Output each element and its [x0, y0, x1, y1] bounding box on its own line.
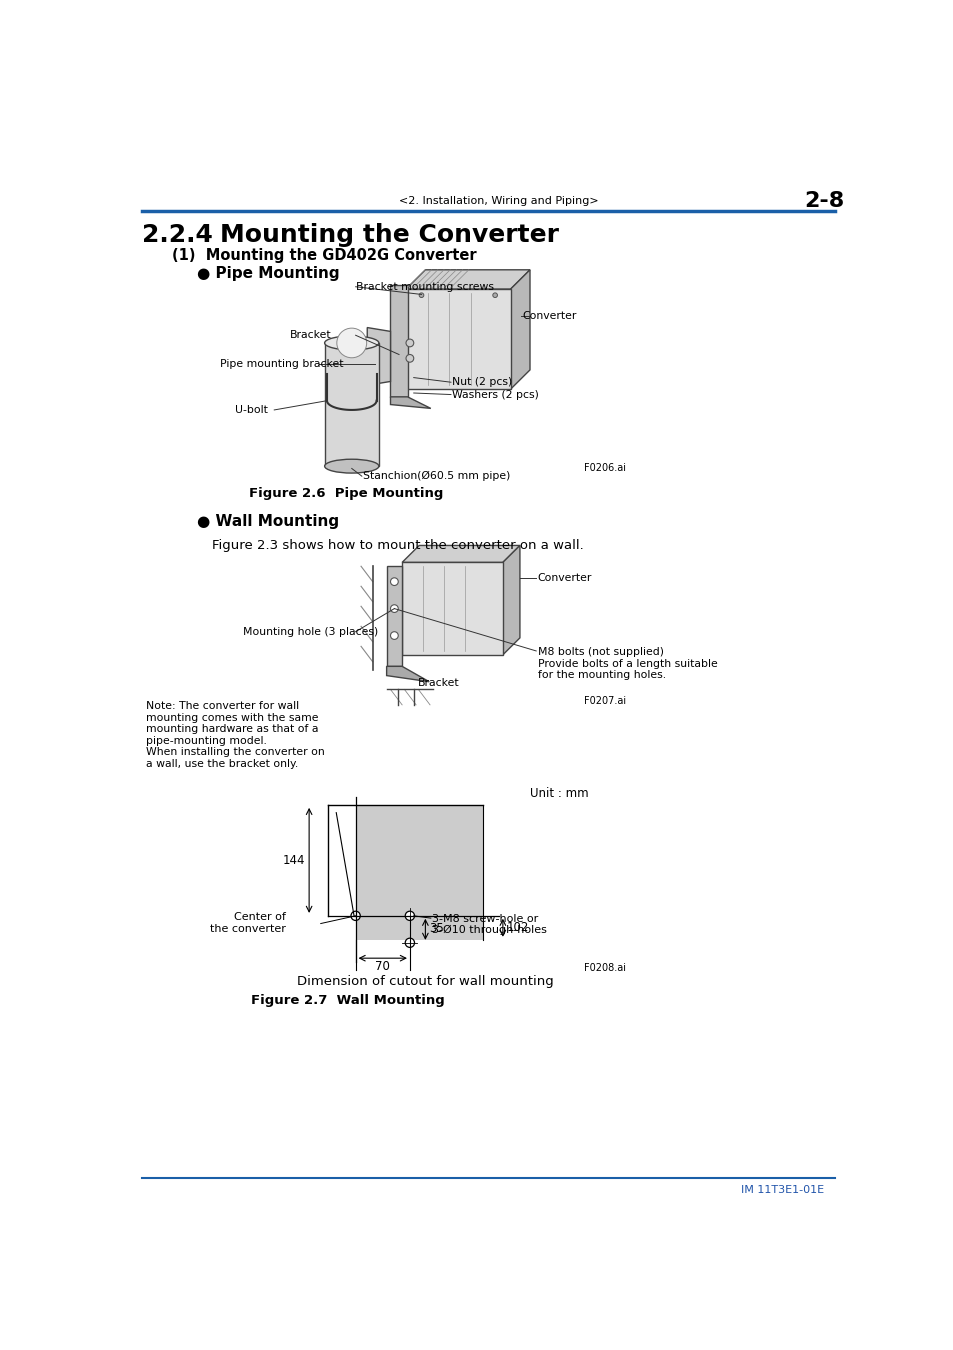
- Text: Unit : mm: Unit : mm: [530, 787, 588, 801]
- Circle shape: [418, 293, 423, 297]
- Text: Mounting hole (3 places): Mounting hole (3 places): [243, 626, 378, 637]
- Circle shape: [336, 328, 366, 358]
- Text: Stanchion(Ø60.5 mm pipe): Stanchion(Ø60.5 mm pipe): [363, 471, 510, 481]
- Text: Bracket mounting screws: Bracket mounting screws: [355, 282, 493, 292]
- Bar: [355, 805, 483, 940]
- Text: 70: 70: [375, 960, 390, 973]
- Bar: [406, 289, 510, 389]
- Text: IM 11T3E1-01E: IM 11T3E1-01E: [740, 1185, 823, 1195]
- Text: M8 bolts (not supplied)
Provide bolts of a length suitable
for the mounting hole: M8 bolts (not supplied) Provide bolts of…: [537, 647, 717, 680]
- Bar: [386, 566, 402, 667]
- Circle shape: [406, 339, 414, 347]
- Circle shape: [390, 605, 397, 613]
- Ellipse shape: [324, 459, 378, 472]
- Text: Converter: Converter: [521, 310, 576, 321]
- Text: ● Pipe Mounting: ● Pipe Mounting: [196, 266, 339, 281]
- Text: 144: 144: [282, 855, 305, 867]
- Polygon shape: [390, 397, 431, 409]
- Text: 3-M8 screw-hole or
3-Ø10 through-holes: 3-M8 screw-hole or 3-Ø10 through-holes: [431, 914, 546, 936]
- Text: ● Wall Mounting: ● Wall Mounting: [196, 514, 338, 529]
- Polygon shape: [406, 270, 530, 289]
- Ellipse shape: [324, 336, 378, 350]
- Text: Note: The converter for wall
mounting comes with the same
mounting hardware as t: Note: The converter for wall mounting co…: [146, 701, 325, 769]
- Bar: [390, 285, 407, 397]
- Text: Bracket: Bracket: [417, 678, 458, 688]
- Text: 35: 35: [429, 922, 443, 936]
- Text: 2-8: 2-8: [803, 190, 843, 211]
- Polygon shape: [402, 545, 519, 563]
- Bar: [402, 563, 502, 655]
- Text: 2.2.4: 2.2.4: [142, 223, 213, 247]
- Circle shape: [390, 632, 397, 640]
- Text: Figure 2.3 shows how to mount the converter on a wall.: Figure 2.3 shows how to mount the conver…: [212, 539, 583, 552]
- Text: Converter: Converter: [537, 572, 592, 583]
- Polygon shape: [510, 270, 530, 389]
- Text: U-bolt: U-bolt: [235, 405, 268, 414]
- Text: F0207.ai: F0207.ai: [583, 697, 626, 706]
- Text: (1)  Mounting the GD402G Converter: (1) Mounting the GD402G Converter: [172, 248, 476, 263]
- Circle shape: [405, 911, 415, 921]
- Text: Nut (2 pcs): Nut (2 pcs): [452, 377, 512, 387]
- Polygon shape: [386, 667, 429, 682]
- Circle shape: [405, 938, 415, 948]
- Circle shape: [406, 355, 414, 362]
- Circle shape: [493, 293, 497, 297]
- Text: F0208.ai: F0208.ai: [583, 963, 625, 973]
- Bar: [324, 343, 378, 466]
- Circle shape: [351, 911, 360, 921]
- Text: 102: 102: [506, 921, 529, 934]
- Text: Mounting the Converter: Mounting the Converter: [220, 223, 558, 247]
- Text: Figure 2.6  Pipe Mounting: Figure 2.6 Pipe Mounting: [249, 486, 443, 500]
- Polygon shape: [502, 545, 519, 655]
- Text: Center of
the converter: Center of the converter: [210, 913, 286, 934]
- Circle shape: [390, 578, 397, 586]
- Text: Pipe mounting bracket: Pipe mounting bracket: [220, 359, 343, 369]
- Text: Figure 2.7  Wall Mounting: Figure 2.7 Wall Mounting: [251, 994, 444, 1007]
- Text: <2. Installation, Wiring and Piping>: <2. Installation, Wiring and Piping>: [398, 196, 598, 205]
- Polygon shape: [367, 328, 390, 385]
- Text: Bracket: Bracket: [290, 331, 331, 340]
- Text: Washers (2 pcs): Washers (2 pcs): [452, 390, 538, 400]
- Text: Dimension of cutout for wall mounting: Dimension of cutout for wall mounting: [297, 975, 554, 988]
- Text: F0206.ai: F0206.ai: [583, 463, 625, 474]
